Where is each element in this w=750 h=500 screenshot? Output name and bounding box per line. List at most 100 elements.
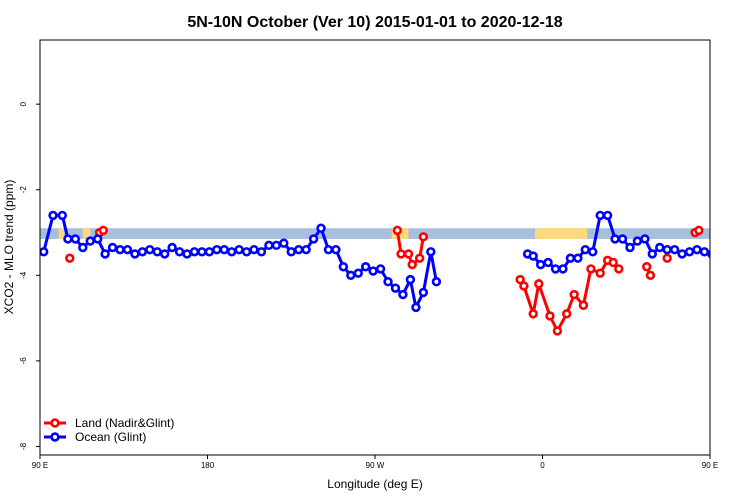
data-point [662,253,672,263]
data-point [405,274,416,285]
data-point [414,253,425,263]
data-point [569,289,579,300]
data-point [174,247,185,257]
data-point [625,242,635,253]
data-point [316,223,326,233]
data-point [360,262,371,272]
data-point [234,244,244,255]
data-point [346,270,356,281]
band-land-segment [58,228,65,239]
data-point [331,244,341,255]
data-point [573,253,583,263]
data-point [692,244,702,255]
data-point [57,210,68,221]
data-point [534,279,544,289]
data-point [552,326,563,336]
data-point [40,247,49,257]
data-point [70,234,81,244]
x-tick-label: 90 E [32,461,48,470]
data-point [411,302,421,313]
data-point [716,242,723,249]
data-point [167,242,177,253]
data-point [189,247,200,257]
data-point [323,244,334,255]
data-point [588,247,598,257]
series-ocean [40,210,723,313]
plot-content [40,210,723,336]
data-point [226,247,237,257]
data-point [655,242,665,253]
data-point [115,244,125,255]
data-point [595,268,605,278]
legend-marker [50,432,60,442]
reference-band [40,228,710,239]
data-point [398,289,408,300]
data-point [543,257,553,268]
data-point [219,244,229,255]
x-tick-label: 90 E [702,461,718,470]
data-point [528,251,538,261]
data-point [545,311,555,321]
data-point [610,234,620,244]
data-point [602,210,613,221]
y-tick-label: -4 [19,271,28,279]
plot-area [40,210,723,336]
data-point [353,268,363,278]
data-point [565,253,576,263]
data-point [647,249,658,259]
data-point [100,249,110,259]
data-point [519,281,529,291]
data-point [375,264,386,274]
data-point [338,262,349,272]
data-point [212,244,222,255]
band-land-segment [82,228,91,239]
data-point [286,247,296,257]
data-point [418,232,429,242]
data-point [578,300,589,310]
data-point [130,249,140,259]
data-point [197,247,207,257]
data-point [403,249,414,259]
y-axis: 0 -2 -4 -6 -8 [19,101,40,450]
data-point [392,225,403,236]
legend-label: Ocean (Glint) [75,430,146,444]
data-point [418,287,429,298]
x-axis: 90 E 180 90 W 0 90 E [32,455,718,470]
data-point [677,249,687,259]
data-point [85,236,95,246]
data-point [107,242,118,253]
data-point [617,234,628,244]
y-tick-label: 0 [19,101,28,106]
data-point [368,266,378,276]
x-axis-label: Longitude (deg E) [327,477,422,491]
legend: Land (Nadir&Glint)Ocean (Glint) [44,416,174,444]
data-point [63,234,73,244]
chart-title: 5N-10N October (Ver 10) 2015-01-01 to 20… [187,14,562,31]
data-point [159,249,170,259]
data-point [662,244,672,255]
data-point [383,277,393,287]
data-point [699,247,710,257]
data-point [515,274,525,285]
data-point [256,247,267,257]
data-point [426,247,436,257]
data-point [580,244,591,255]
data-point [586,264,596,274]
data-point [558,264,568,274]
series-land [65,225,704,336]
data-point [684,247,695,257]
y-tick-label: -8 [19,442,28,450]
data-point [528,309,538,319]
data-point [293,244,304,255]
data-point [271,240,282,251]
data-point [640,234,650,244]
data-point [204,247,215,257]
data-point [48,210,58,221]
band-land-segment [535,228,588,239]
y-tick-label: -2 [19,186,28,194]
y-axis-label: XCO2 - MLO trend (ppm) [2,180,16,315]
data-point [249,244,259,255]
data-point [645,270,656,281]
data-point [78,242,88,253]
